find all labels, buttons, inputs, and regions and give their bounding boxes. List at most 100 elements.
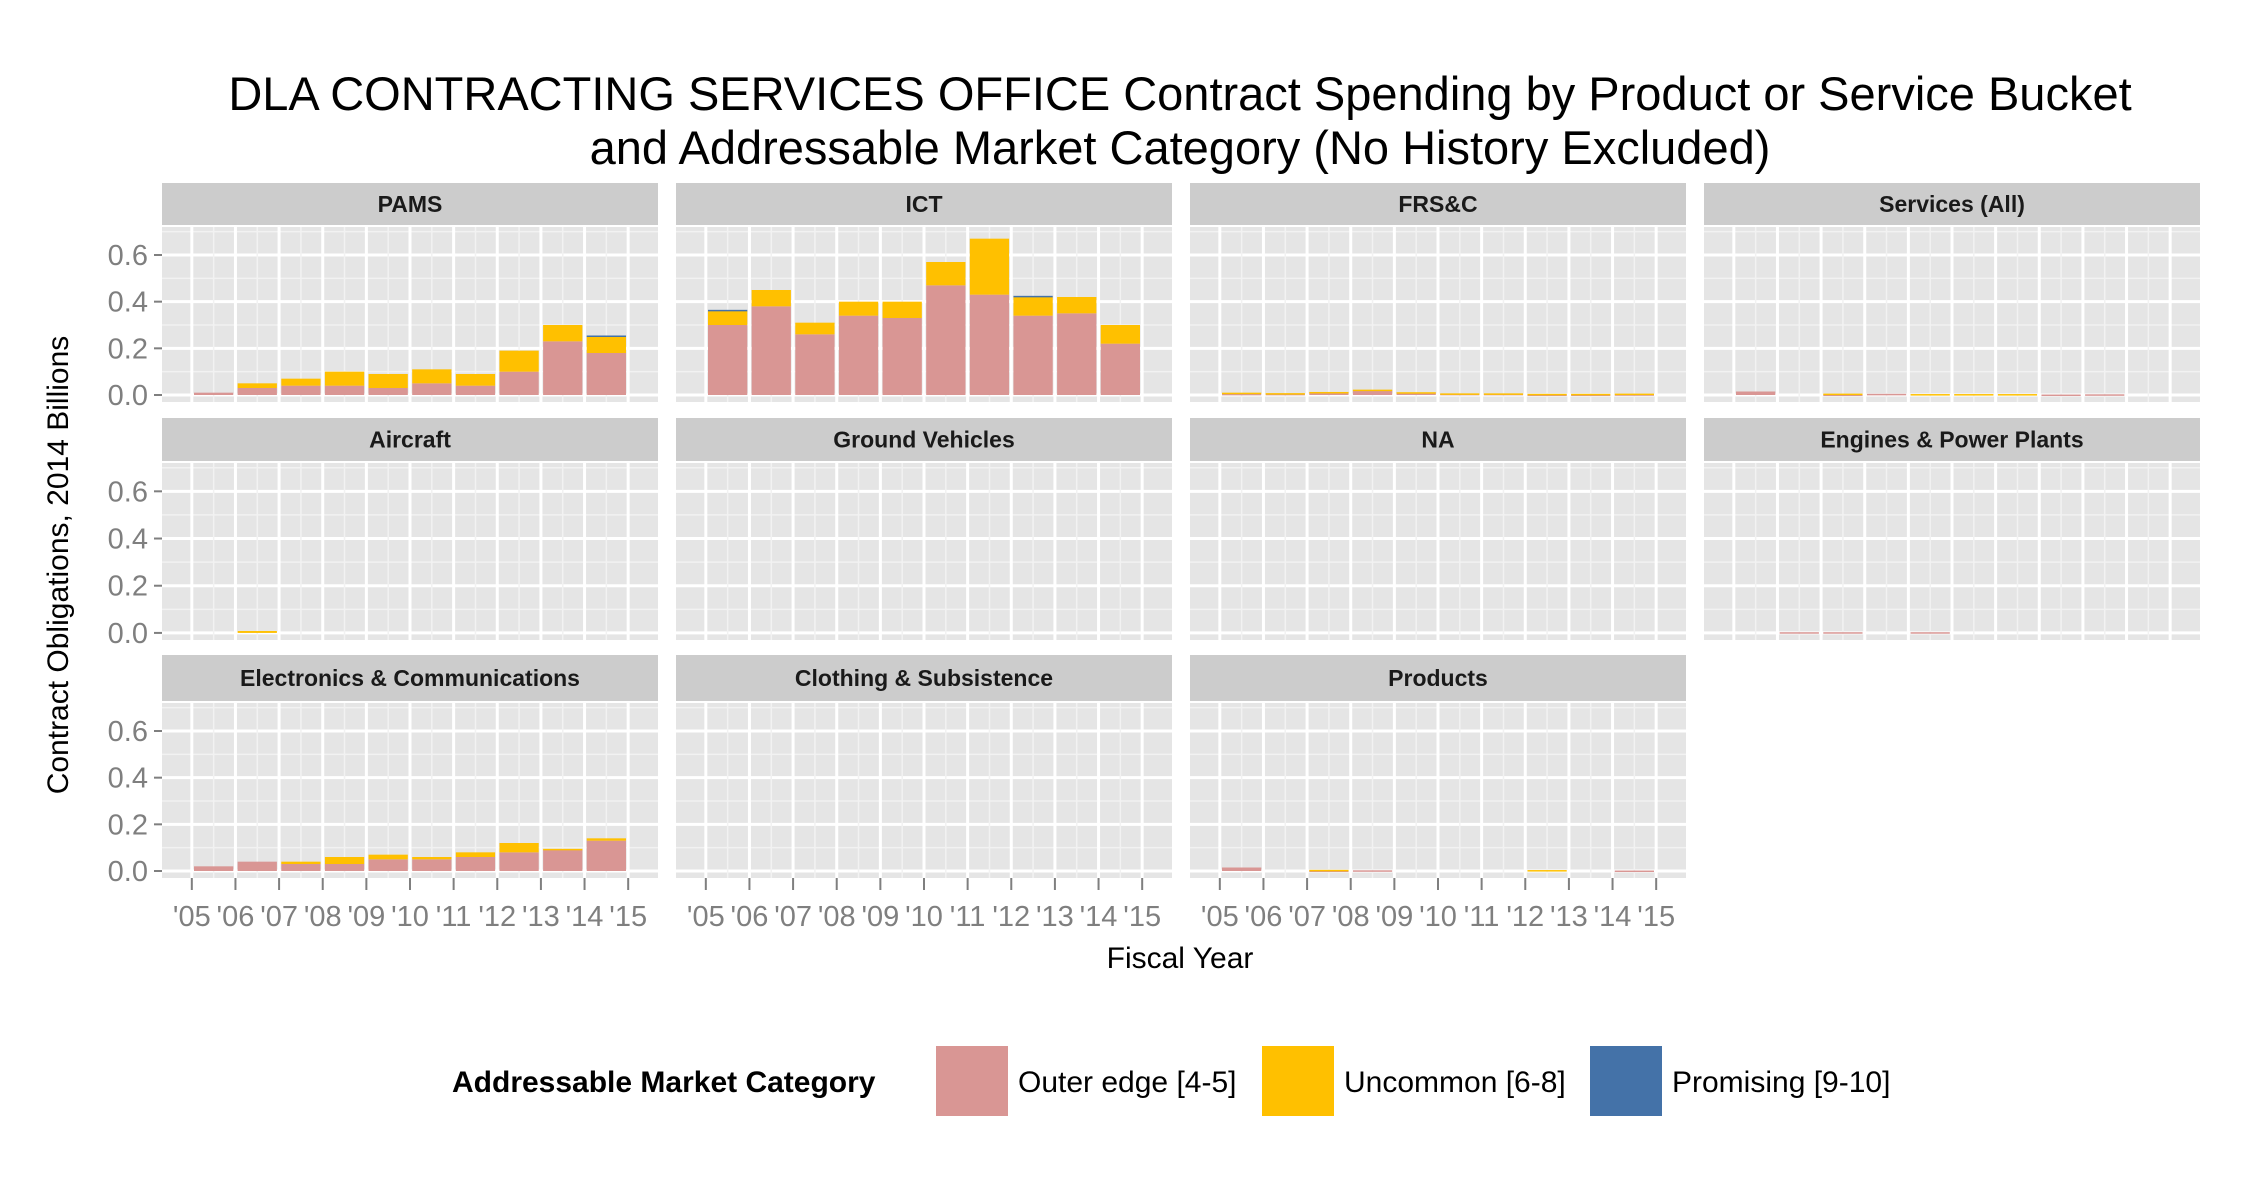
bar-segment	[1823, 632, 1863, 634]
bar-segment	[1396, 392, 1436, 394]
bar-segment	[1013, 295, 1053, 298]
x-tick-label: '10	[391, 901, 429, 933]
x-tick-label: '13	[1036, 901, 1074, 933]
facet-strip-label: Ground Vehicles	[833, 427, 1015, 453]
bar-segment	[194, 392, 234, 395]
facet-strip	[1190, 418, 1686, 461]
bar-segment	[1396, 392, 1436, 395]
y-axes: 0.0 0.2 0.4 0.6 0.0 0.2 0.4 0.6 0.0 0.2 0.4 0.6	[108, 240, 162, 888]
x-axis-title: Fiscal Year	[1107, 942, 1254, 975]
bar-segment	[969, 238, 1010, 295]
bar-segment	[969, 294, 1010, 395]
bar-segment	[412, 859, 452, 871]
legend-key	[936, 1046, 1008, 1116]
bar-segment	[499, 371, 539, 395]
bar-segment	[1527, 870, 1567, 872]
facet-panel: Engines & Power Plants	[1704, 418, 2200, 640]
facet-strip-label: Clothing & Subsistence	[795, 665, 1053, 691]
bar-segment	[2085, 394, 2125, 396]
legend-key	[1262, 1046, 1334, 1116]
x-tick-label: '11	[436, 901, 472, 933]
y-tick-label: 0.0	[108, 856, 148, 888]
bar-segment	[324, 385, 365, 395]
bar-segment	[1222, 867, 1262, 871]
bar-segment	[324, 371, 365, 386]
facet-panel: FRS&C	[1190, 183, 1686, 402]
facet-strip	[1704, 183, 2200, 225]
facet-strip	[162, 418, 658, 461]
bar-segment	[368, 388, 408, 395]
chart-title-line1: DLA CONTRACTING SERVICES OFFICE Contract…	[228, 67, 2131, 120]
legend-label: Promising [9-10]	[1672, 1066, 1890, 1099]
bar-segment	[237, 383, 277, 388]
y-tick-label: 0.0	[108, 618, 148, 650]
bar-segment	[882, 318, 922, 395]
facet-strip-label: ICT	[905, 191, 942, 217]
bar-segment	[1013, 315, 1053, 395]
bar-segment	[324, 857, 365, 864]
bar-segment	[795, 322, 835, 335]
bar-segment	[1309, 869, 1349, 872]
bar-segment	[543, 325, 583, 342]
bar-segment	[281, 378, 321, 386]
bar-segment	[412, 857, 452, 860]
x-tick-label: '08	[1332, 901, 1370, 933]
facet-strip-label: Electronics & Communications	[240, 665, 580, 691]
facet-strip	[676, 418, 1172, 461]
x-tick-label: '08	[818, 901, 856, 933]
bar-segment	[795, 334, 835, 395]
x-tick-label: '06	[731, 901, 769, 933]
bar-segment	[368, 374, 408, 388]
bar-segment	[708, 309, 748, 312]
x-tick-label: '13	[1550, 901, 1588, 933]
x-tick-label: '12	[478, 901, 516, 933]
bar-segment	[1100, 343, 1140, 395]
bar-segment	[368, 859, 408, 871]
bar-segment	[412, 369, 452, 384]
chart-title-line2: and Addressable Market Category (No Hist…	[590, 121, 1771, 174]
y-tick-label: 0.6	[108, 476, 148, 508]
facet-panel: Aircraft	[162, 418, 658, 640]
bar-segment	[926, 262, 966, 286]
facet-panel: Services (All)	[1704, 183, 2200, 402]
bar-segment	[2041, 394, 2081, 397]
bar-segment	[281, 864, 321, 871]
x-tick-label: '10	[1419, 901, 1457, 933]
x-tick-label: '14	[1594, 901, 1632, 933]
bar-segment	[1910, 394, 1950, 396]
facet-strip	[162, 183, 658, 225]
x-tick-label: '09	[1375, 901, 1413, 933]
facet-panel: PAMS	[162, 183, 658, 402]
bar-segment	[543, 848, 583, 851]
bar-segment	[1309, 391, 1349, 394]
facet-panels: PAMS ICT FRS&C Services (All) Aircraft Ground…	[162, 183, 2200, 878]
x-tick-label: '06	[217, 901, 255, 933]
x-tick-label: '05	[687, 901, 725, 933]
bar-segment	[455, 857, 496, 871]
x-axes: '05'06'07'08'09'10'11'12'13'14'15'05'06 '…	[173, 878, 1675, 933]
bar-segment	[586, 335, 626, 337]
bar-segment	[543, 341, 583, 395]
bar-segment	[499, 852, 539, 871]
bar-segment	[838, 315, 879, 395]
bar-segment	[586, 840, 626, 871]
facet-strip	[1190, 655, 1686, 701]
facet-strip-label: PAMS	[378, 191, 443, 217]
bar-segment	[1100, 325, 1140, 344]
bar-segment	[838, 301, 879, 316]
bar-segment	[1440, 393, 1480, 395]
bar-segment	[237, 861, 277, 871]
y-tick-label: 0.6	[108, 240, 148, 272]
bar-segment	[1527, 393, 1567, 396]
facet-panel: NA	[1190, 418, 1686, 640]
bar-segment	[412, 383, 452, 395]
y-tick-label: 0.2	[108, 571, 148, 603]
bar-segment	[926, 285, 966, 395]
bar-segment	[1736, 391, 1776, 395]
facet-strip	[676, 655, 1172, 701]
bar-segment	[368, 854, 408, 860]
x-tick-label: '12	[1506, 901, 1544, 933]
facet-panel: Products	[1190, 655, 1686, 878]
bar-segment	[586, 838, 626, 841]
bar-segment	[1910, 632, 1950, 634]
